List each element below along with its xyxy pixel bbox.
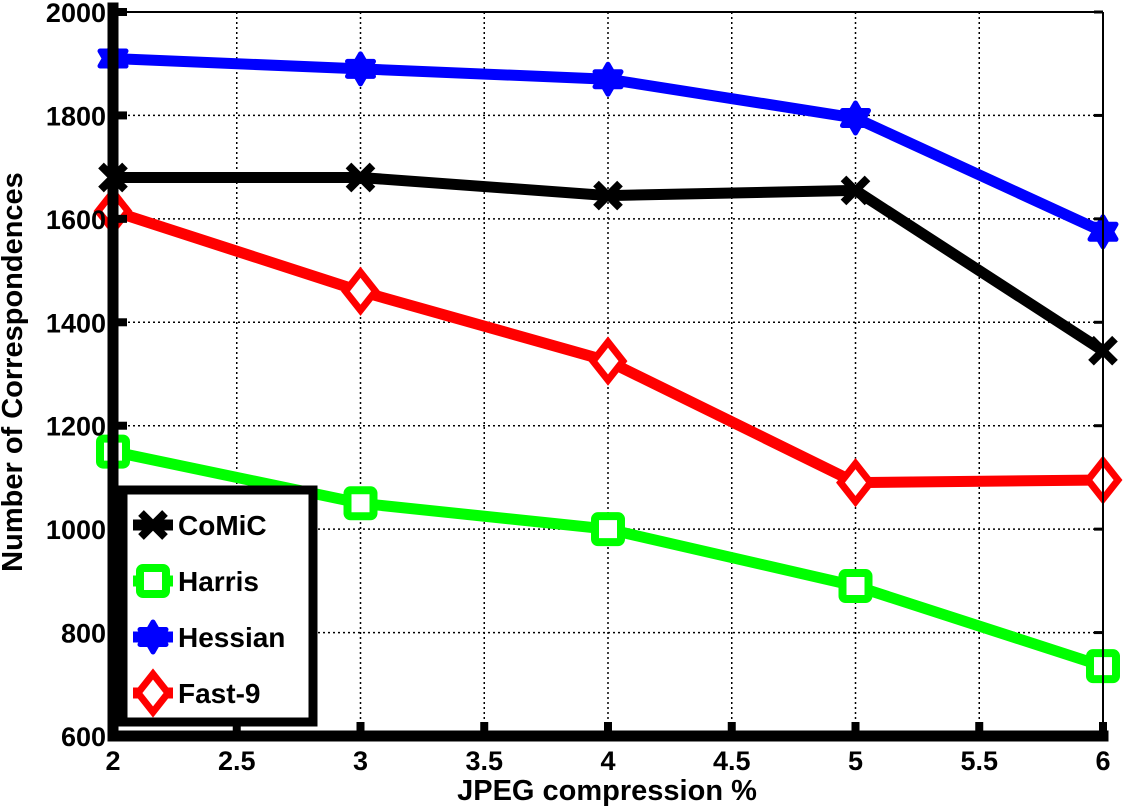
legend-marker-comic (138, 510, 168, 540)
data-point-harris (591, 512, 625, 547)
y-tick-label: 800 (61, 619, 106, 649)
tick-labels: 2 2.5 3 3.5 4 4.5 5 5.5 6 600 800 1000 1200 1400 1600 1… (46, 0, 1111, 776)
data-point-harris (838, 569, 873, 604)
data-point-comic (840, 175, 871, 206)
y-tick-label: 600 (61, 722, 106, 752)
y-axis-label: Number of Correspondences (0, 172, 29, 572)
x-tick-label: 4.5 (713, 746, 751, 776)
x-tick-label: 5.5 (960, 746, 998, 776)
x-tick-label: 5 (848, 746, 863, 776)
x-tick-label: 2.5 (218, 746, 256, 776)
y-tick-label: 1400 (46, 308, 106, 338)
x-tick-label: 6 (1095, 746, 1110, 776)
legend-marker-harris (136, 564, 170, 598)
legend-marker-hessian (137, 627, 169, 655)
data-point-fast-9 (588, 336, 628, 386)
y-tick-label: 1000 (46, 515, 106, 545)
legend-label-harris: Harris (178, 566, 259, 597)
legend-marker-fast-9 (133, 668, 173, 718)
x-tick-label: 3.5 (465, 746, 503, 776)
x-tick-label: 2 (105, 746, 120, 776)
data-point-fast-9 (341, 266, 380, 316)
axes (107, 2, 1109, 742)
legend-label-fast-9: Fast-9 (178, 678, 260, 709)
data-point-comic (593, 180, 623, 211)
data-point-fast-9 (836, 457, 875, 508)
y-tick-label: 1200 (46, 412, 106, 442)
data-point-hessian (345, 58, 376, 87)
x-axis-label: JPEG compression % (457, 775, 757, 807)
y-tick-label: 2000 (46, 0, 106, 28)
x-tick-label: 4 (600, 746, 615, 776)
legend: CoMiC Harris Hessian Fast-9 (118, 485, 318, 727)
legend-label-hessian: Hessian (178, 622, 285, 653)
data-point-harris (343, 486, 378, 521)
y-tick-label: 1600 (46, 205, 106, 235)
data-point-hessian (840, 108, 871, 136)
y-tick-label: 1800 (46, 101, 106, 131)
data-point-hessian (592, 69, 624, 97)
legend-label-comic: CoMiC (178, 510, 267, 541)
x-tick-label: 3 (353, 746, 368, 776)
data-point-comic (345, 162, 376, 193)
